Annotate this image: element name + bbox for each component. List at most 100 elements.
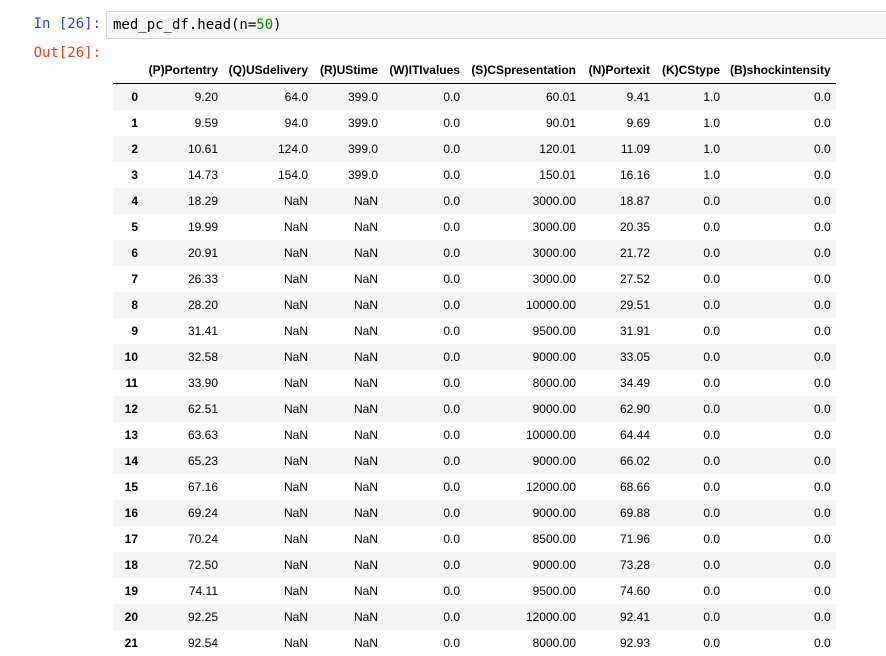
column-header-portentry: (P)Portentry — [143, 57, 223, 84]
row-index: 2 — [131, 141, 138, 156]
table-cell: 71.96 — [619, 531, 650, 546]
table-row: 21 92.54 NaN NaN 0.0 8000.00 92.93 0.0 0.0 — [113, 630, 836, 656]
table-cell: 9000.00 — [532, 557, 576, 572]
row-index: 7 — [131, 271, 138, 286]
table-cell: 0.0 — [814, 141, 831, 156]
table-cell: NaN — [283, 297, 308, 312]
table-row: 15 67.16 NaN NaN 0.0 12000.00 68.66 0.0 0.0 — [113, 474, 836, 500]
table-row: 17 70.24 NaN NaN 0.0 8500.00 71.96 0.0 0.0 — [113, 526, 836, 552]
table-cell: 0.0 — [443, 505, 460, 520]
table-cell: 154.0 — [277, 167, 308, 182]
table-row: 5 19.99 NaN NaN 0.0 3000.00 20.35 0.0 0.0 — [113, 214, 836, 240]
table-cell: 10000.00 — [525, 297, 576, 312]
table-cell: 0.0 — [703, 297, 720, 312]
table-row: 14 65.23 NaN NaN 0.0 9000.00 66.02 0.0 0.0 — [113, 447, 836, 474]
table-cell: NaN — [353, 609, 378, 624]
table-cell: 12000.00 — [525, 479, 576, 494]
table-cell: 20.91 — [187, 245, 218, 260]
table-row: 4 18.29 NaN NaN 0.0 3000.00 18.87 0.0 0.0 — [113, 187, 836, 214]
table-cell: 0.0 — [814, 349, 831, 364]
table-row: 11 33.90 NaN NaN 0.0 8000.00 34.49 0.0 0.0 — [113, 370, 836, 396]
table-cell: 33.05 — [619, 349, 650, 364]
table-cell: NaN — [353, 531, 378, 546]
table-cell: NaN — [283, 531, 308, 546]
table-cell: 72.50 — [187, 557, 218, 572]
table-cell: 63.63 — [187, 427, 218, 442]
row-index: 3 — [131, 167, 138, 182]
table-cell: NaN — [283, 609, 308, 624]
table-cell: 0.0 — [814, 583, 831, 598]
table-cell: 0.0 — [443, 297, 460, 312]
table-cell: 0.0 — [814, 219, 831, 234]
table-cell: 0.0 — [443, 245, 460, 260]
table-cell: 62.90 — [619, 401, 650, 416]
table-cell: NaN — [353, 479, 378, 494]
table-cell: 0.0 — [443, 427, 460, 442]
table-cell: 0.0 — [703, 635, 720, 650]
table-cell: 66.02 — [619, 453, 650, 468]
table-cell: 0.0 — [443, 115, 460, 130]
table-cell: 0.0 — [703, 245, 720, 260]
table-cell: 150.01 — [539, 167, 576, 182]
table-cell: 0.0 — [443, 167, 460, 182]
table-cell: NaN — [283, 219, 308, 234]
table-cell: 9.41 — [626, 89, 650, 104]
table-cell: 0.0 — [703, 505, 720, 520]
table-cell: 0.0 — [703, 453, 720, 468]
row-index: 11 — [125, 375, 138, 390]
table-cell: NaN — [283, 401, 308, 416]
table-row: 2 10.61 124.0 399.0 0.0 120.01 11.09 1.0 0.0 — [113, 135, 836, 162]
column-header-usdelivery: (Q)USdelivery — [223, 57, 313, 84]
table-cell: 0.0 — [703, 531, 720, 546]
index-header — [113, 57, 143, 84]
table-cell: 3000.00 — [532, 193, 576, 208]
table-cell: NaN — [283, 349, 308, 364]
table-cell: 0.0 — [814, 453, 831, 468]
table-cell: NaN — [283, 375, 308, 390]
table-cell: 399.0 — [347, 89, 378, 104]
table-cell: 0.0 — [814, 479, 831, 494]
table-cell: 67.16 — [187, 479, 218, 494]
table-cell: NaN — [283, 453, 308, 468]
table-cell: 124.0 — [277, 141, 308, 156]
table-cell: 0.0 — [814, 427, 831, 442]
table-cell: 0.0 — [703, 323, 720, 338]
table-row: 20 92.25 NaN NaN 0.0 12000.00 92.41 0.0 0.0 — [113, 603, 836, 630]
table-cell: NaN — [353, 427, 378, 442]
table-cell: NaN — [353, 323, 378, 338]
table-cell: 0.0 — [814, 401, 831, 416]
code-cell-input[interactable]: med_pc_df.head(n=50) — [106, 11, 886, 39]
table-cell: 9000.00 — [532, 505, 576, 520]
table-cell: NaN — [283, 323, 308, 338]
table-cell: NaN — [283, 635, 308, 650]
table-cell: 9.69 — [626, 115, 650, 130]
table-cell: 27.52 — [619, 271, 650, 286]
table-cell: 120.01 — [539, 141, 576, 156]
table-cell: 34.49 — [619, 375, 650, 390]
table-cell: 8000.00 — [532, 375, 576, 390]
table-cell: 0.0 — [703, 219, 720, 234]
table-cell: 0.0 — [443, 557, 460, 572]
table-cell: NaN — [283, 271, 308, 286]
table-cell: 8500.00 — [532, 531, 576, 546]
table-cell: 0.0 — [703, 557, 720, 572]
table-cell: 1.0 — [703, 89, 720, 104]
table-cell: 399.0 — [347, 115, 378, 130]
table-cell: 0.0 — [703, 583, 720, 598]
table-cell: 1.0 — [703, 115, 720, 130]
row-index: 18 — [124, 557, 138, 572]
table-cell: 62.51 — [187, 401, 218, 416]
table-cell: 0.0 — [814, 193, 831, 208]
table-cell: NaN — [353, 245, 378, 260]
table-cell: NaN — [353, 635, 378, 650]
code-text: med_pc_df.head(n=50) — [113, 17, 282, 33]
table-cell: 31.91 — [619, 323, 650, 338]
table-cell: 26.33 — [187, 271, 218, 286]
table-cell: 9000.00 — [532, 453, 576, 468]
row-index: 12 — [124, 401, 138, 416]
table-cell: NaN — [353, 401, 378, 416]
table-cell: 0.0 — [814, 557, 831, 572]
table-cell: NaN — [353, 349, 378, 364]
row-index: 13 — [124, 427, 138, 442]
table-cell: 64.44 — [619, 427, 650, 442]
